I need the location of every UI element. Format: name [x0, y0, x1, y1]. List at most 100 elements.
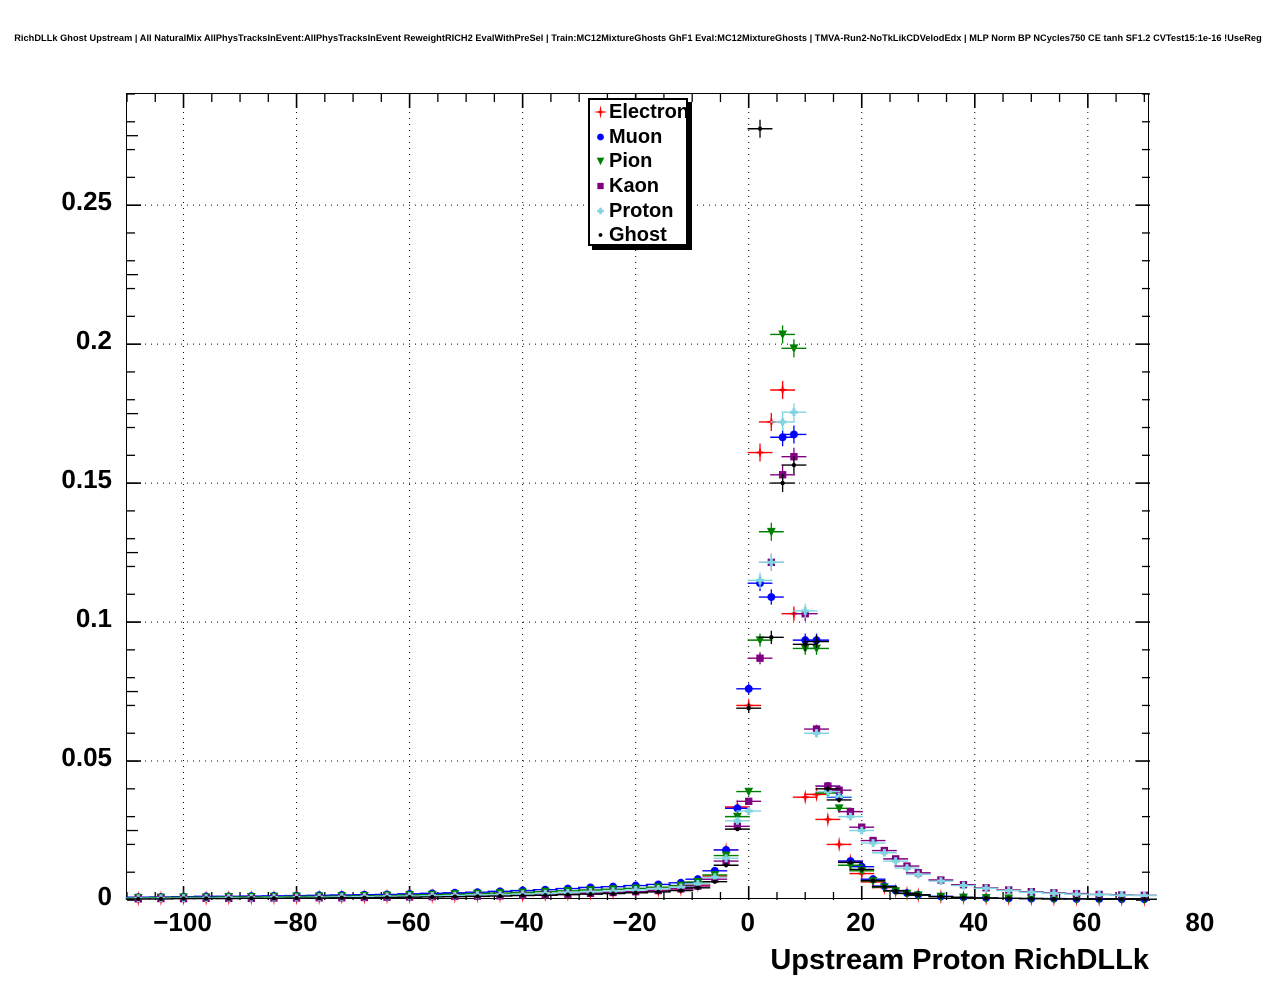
- data-series-kaon: [125, 447, 1157, 903]
- marker-triangle-down: [766, 527, 776, 537]
- marker-circle: [778, 433, 787, 442]
- legend-label: Ghost: [609, 224, 667, 247]
- marker-plus: [713, 873, 717, 882]
- marker-plus: [984, 884, 988, 893]
- marker-triangle-down: [596, 158, 605, 166]
- x-tick-label: −60: [386, 907, 431, 937]
- legend-marker-shape: [598, 233, 603, 238]
- marker-dot: [803, 642, 808, 647]
- marker-plus: [882, 848, 886, 857]
- marker-dot: [1029, 896, 1034, 901]
- marker-circle: [733, 804, 742, 813]
- marker-dot: [181, 896, 186, 901]
- marker-star: [593, 105, 608, 120]
- marker-dot: [757, 126, 763, 131]
- marker-triangle-down: [789, 344, 799, 354]
- kaon-marker-icon: [592, 176, 609, 196]
- marker-plus: [588, 888, 592, 896]
- marker-star: [774, 382, 791, 398]
- marker-dot: [848, 860, 853, 865]
- marker-dot: [316, 895, 322, 901]
- marker-plus: [781, 418, 785, 426]
- marker-plus: [1120, 891, 1124, 900]
- marker-dot: [475, 894, 480, 899]
- data-series-electron: [125, 380, 1157, 908]
- marker-dot: [271, 896, 277, 901]
- marker-circle: [744, 684, 753, 693]
- x-tick-label: −100: [153, 907, 212, 937]
- marker-dot: [893, 888, 898, 894]
- marker-dot: [565, 892, 571, 897]
- page-title: RichDLLk Ghost Upstream | All NaturalMix…: [14, 33, 1262, 43]
- marker-dot: [695, 885, 701, 890]
- x-tick-label: 20: [846, 907, 876, 937]
- marker-plus: [860, 826, 864, 835]
- marker-dot: [452, 894, 457, 899]
- marker-plus: [905, 864, 909, 872]
- x-tick-label: 0: [740, 907, 755, 937]
- marker-dot: [430, 894, 435, 900]
- marker-dot: [226, 896, 231, 901]
- legend-entry-ghost[interactable]: Ghost: [590, 223, 686, 248]
- legend-entry-pion[interactable]: Pion: [590, 149, 686, 174]
- marker-dot: [882, 884, 887, 889]
- muon-marker-icon: [592, 127, 609, 147]
- marker-dot: [870, 878, 876, 883]
- marker-dot: [1051, 896, 1057, 902]
- marker-dot: [746, 706, 751, 711]
- marker-square: [597, 182, 604, 190]
- marker-dot: [938, 894, 944, 899]
- marker-circle: [597, 133, 604, 141]
- marker-dot: [384, 895, 390, 900]
- marker-square: [733, 822, 742, 831]
- legend-marker-shape: [593, 105, 608, 120]
- marker-star: [819, 811, 836, 828]
- marker-plus: [611, 887, 615, 895]
- marker-dot: [203, 896, 209, 901]
- x-tick-label: 60: [1072, 907, 1102, 937]
- x-tick-label: −20: [612, 907, 657, 937]
- marker-plus: [803, 607, 807, 615]
- data-series-pion: [125, 325, 1157, 905]
- marker-dot: [814, 639, 819, 644]
- marker-dot: [678, 888, 684, 893]
- marker-triangle-down: [755, 636, 765, 646]
- legend-box: Electron Muon Pion Kaon Proton Ghost: [588, 98, 690, 248]
- electron-marker-icon: [592, 102, 609, 122]
- marker-plus: [792, 408, 796, 417]
- legend-entry-muon[interactable]: Muon: [590, 125, 686, 150]
- marker-dot: [1074, 896, 1079, 902]
- legend-marker-shape: [597, 133, 604, 141]
- marker-dot: [1142, 896, 1147, 902]
- legend-entry-electron[interactable]: Electron: [590, 100, 690, 125]
- legend-entry-proton[interactable]: Proton: [590, 198, 686, 223]
- marker-plus: [1075, 890, 1079, 899]
- marker-dot: [836, 797, 842, 803]
- marker-plus: [679, 883, 683, 892]
- marker-triangle-down: [744, 787, 754, 797]
- marker-plus: [1007, 886, 1011, 895]
- y-tick-label: 0.05: [61, 742, 112, 773]
- y-tick-label: 0.1: [75, 603, 112, 634]
- data-series-proton: [125, 403, 1157, 903]
- marker-plus: [871, 839, 875, 847]
- legend-label: Electron: [609, 101, 690, 124]
- marker-star: [808, 786, 825, 803]
- marker-dot: [407, 895, 412, 900]
- marker-star: [752, 444, 768, 461]
- marker-plus: [961, 881, 965, 890]
- marker-dot: [1096, 896, 1102, 902]
- marker-dot: [339, 895, 344, 900]
- legend-entry-kaon[interactable]: Kaon: [590, 174, 686, 199]
- legend-marker-shape: [596, 158, 605, 166]
- ghost-marker-icon: [592, 225, 609, 245]
- marker-dot: [656, 889, 661, 895]
- marker-dot: [598, 233, 603, 238]
- marker-triangle-down: [778, 330, 788, 340]
- marker-plus: [1142, 891, 1146, 900]
- marker-plus: [848, 812, 852, 821]
- legend-label: Kaon: [609, 175, 659, 198]
- marker-dot: [520, 893, 525, 898]
- marker-dot: [136, 896, 141, 902]
- marker-dot: [1006, 896, 1011, 901]
